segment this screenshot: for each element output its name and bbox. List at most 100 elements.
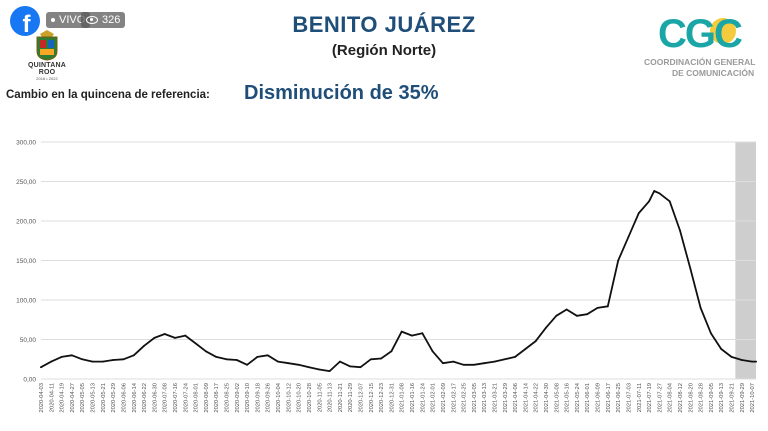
data-point	[266, 354, 269, 357]
x-tick-label: 2021-02-25	[462, 383, 468, 413]
data-point	[431, 350, 434, 353]
data-point	[163, 333, 166, 335]
data-point	[596, 307, 599, 309]
x-tick-label: 2020-09-18	[255, 383, 261, 413]
x-tick-label: 2021-06-09	[596, 383, 602, 413]
x-tick-label: 2021-03-05	[472, 383, 478, 413]
y-tick-label: 0,00	[23, 377, 36, 384]
x-tick-label: 2020-12-31	[389, 383, 395, 413]
data-point	[627, 235, 630, 238]
data-point	[524, 348, 527, 350]
x-tick-label: 2021-07-27	[657, 383, 663, 413]
x-tick-label: 2020-06-22	[142, 383, 148, 413]
seal-name: QUINTANA ROO	[27, 62, 67, 76]
x-tick-label: 2021-01-08	[400, 383, 406, 413]
x-tick-label: 2020-08-09	[204, 383, 210, 413]
x-tick-label: 2021-08-04	[668, 382, 674, 412]
data-point	[390, 350, 393, 353]
data-point	[174, 337, 176, 339]
x-tick-label: 2021-10-07	[750, 383, 756, 413]
data-point	[153, 337, 156, 339]
data-point	[287, 362, 290, 365]
x-tick-label: 2021-05-08	[554, 383, 560, 413]
live-badge: VIVO	[46, 12, 91, 28]
data-point	[184, 334, 187, 337]
data-point	[71, 354, 73, 357]
x-tick-label: 2021-06-01	[585, 383, 591, 413]
x-tick-label: 2020-09-02	[235, 383, 241, 413]
data-point	[143, 344, 145, 347]
x-tick-label: 2020-09-10	[245, 383, 251, 413]
x-tick-label: 2020-05-29	[111, 383, 117, 413]
x-tick-label: 2020-06-30	[152, 383, 158, 413]
data-point	[256, 355, 259, 358]
x-tick-label: 2020-08-17	[214, 383, 220, 413]
data-point	[679, 229, 681, 232]
x-tick-label: 2021-08-12	[678, 383, 684, 413]
data-point	[617, 259, 620, 262]
data-point	[328, 370, 331, 372]
x-tick-label: 2021-04-06	[513, 383, 519, 413]
line-chart: 0,00 50,00 100,00 150,00 200,00 250,00 300,00 2…	[16, 140, 757, 413]
y-tick-label: 300,00	[16, 140, 36, 147]
data-point	[338, 360, 341, 363]
x-tick-label: 2020-05-13	[91, 383, 97, 413]
x-tick-label: 2020-04-11	[49, 383, 55, 412]
x-tick-label: 2020-08-25	[225, 383, 231, 413]
data-point	[81, 358, 84, 361]
data-point	[658, 192, 661, 195]
data-point	[472, 363, 475, 366]
x-tick-label: 2021-01-24	[420, 382, 426, 412]
x-tick-label: 2020-05-21	[101, 383, 107, 413]
x-tick-label: 2020-04-03	[39, 383, 45, 413]
data-point	[369, 358, 372, 361]
data-point	[668, 200, 671, 203]
data-point	[359, 366, 362, 369]
data-point	[235, 359, 238, 361]
cgc-line2: DE COMUNICACIÓN	[672, 68, 755, 78]
data-point	[720, 348, 723, 350]
x-tick-label: 2021-07-11	[637, 383, 643, 412]
x-tick-label: 2021-02-17	[451, 383, 457, 413]
data-point	[308, 366, 310, 369]
x-tick-label: 2020-09-26	[266, 383, 272, 413]
x-tick-label: 2020-10-04	[276, 382, 282, 412]
facebook-logo-icon[interactable]: f	[10, 6, 40, 36]
x-tick-label: 2021-06-25	[616, 383, 622, 413]
cgc-line1: COORDINACIÓN GENERAL	[644, 57, 756, 67]
data-point	[565, 308, 568, 311]
viewers-count: 326	[102, 14, 121, 26]
data-point	[400, 330, 403, 333]
eye-icon	[86, 16, 98, 24]
state-shield-icon	[36, 30, 58, 61]
page-title: BENITO JUÁREZ	[292, 12, 476, 37]
state-seal-logo: QUINTANA ROO 2016 • 2022	[22, 29, 72, 91]
live-badge-label: VIVO	[59, 14, 86, 26]
data-point	[246, 363, 249, 366]
x-tick-label: 2020-05-05	[80, 383, 86, 413]
x-tick-label: 2020-10-12	[286, 383, 292, 413]
x-tick-label: 2020-07-24	[183, 382, 189, 412]
x-tick-label: 2020-08-01	[194, 383, 200, 413]
data-point	[545, 326, 547, 329]
data-point	[60, 355, 63, 358]
data-point	[132, 354, 135, 357]
x-tick-label: 2021-03-29	[503, 383, 509, 413]
reference-label: Cambio en la quincena de referencia:	[6, 89, 210, 101]
x-tick-label: 2021-07-03	[626, 383, 632, 413]
data-point	[101, 360, 104, 363]
x-tick-label: 2021-04-14	[523, 382, 529, 412]
data-point	[194, 342, 197, 345]
data-point	[606, 305, 609, 308]
x-tick-label: 2021-02-09	[441, 383, 447, 413]
data-point	[503, 358, 506, 361]
data-point	[751, 360, 754, 363]
x-tick-label: 2020-12-07	[358, 383, 364, 413]
x-tick-label: 2020-11-29	[348, 383, 354, 412]
data-point	[205, 350, 207, 353]
sun-icon	[710, 18, 736, 44]
x-tick-label: 2021-09-13	[719, 383, 725, 413]
y-tick-label: 150,00	[16, 258, 36, 265]
data-point	[122, 358, 125, 361]
data-point	[297, 363, 300, 366]
